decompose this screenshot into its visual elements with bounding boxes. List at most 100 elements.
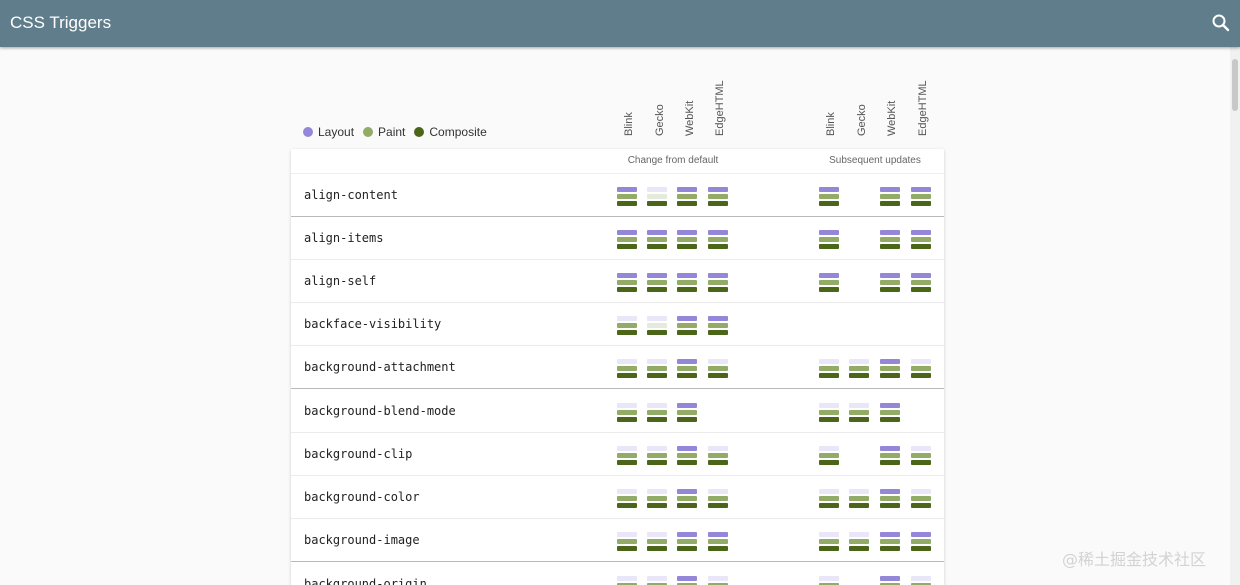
paint-bar <box>849 410 869 415</box>
trigger-indicator-webkit <box>880 446 900 466</box>
paint-bar <box>617 539 637 544</box>
trigger-indicator-blink <box>819 403 839 423</box>
paint-bar <box>849 539 869 544</box>
trigger-indicator-edgehtml <box>911 187 931 207</box>
trigger-indicator-webkit <box>677 576 697 585</box>
table-row[interactable]: align-self <box>291 260 944 303</box>
composite-bar <box>911 460 931 465</box>
legend: Layout Paint Composite <box>303 124 496 140</box>
table-row[interactable]: align-items <box>291 217 944 260</box>
table-row[interactable]: background-clip <box>291 433 944 476</box>
layout-bar <box>911 273 931 278</box>
paint-bar <box>617 583 637 585</box>
paint-bar <box>647 366 667 371</box>
table-row[interactable]: background-attachment <box>291 346 944 389</box>
trigger-indicator-blink <box>617 532 637 552</box>
trigger-indicator-blink <box>819 576 839 585</box>
paint-bar <box>677 496 697 501</box>
trigger-indicator-edgehtml <box>708 187 728 207</box>
property-name: align-items <box>304 231 384 245</box>
layout-bar <box>708 489 728 494</box>
layout-bar <box>880 576 900 581</box>
browser-label-text: EdgeHTML <box>917 80 929 136</box>
trigger-indicator-blink <box>819 359 839 379</box>
composite-bar <box>708 287 728 292</box>
paint-bar <box>880 237 900 242</box>
layout-bar <box>677 403 697 408</box>
layout-bar <box>819 359 839 364</box>
layout-bar <box>880 230 900 235</box>
trigger-indicator-blink <box>819 273 839 293</box>
composite-bar <box>677 201 697 206</box>
browser-label-text: Gecko <box>856 104 868 136</box>
paint-bar <box>617 453 637 458</box>
trigger-indicator-edgehtml <box>708 576 728 585</box>
layout-bar <box>617 187 637 192</box>
trigger-indicator-gecko <box>647 316 667 336</box>
table-row[interactable]: backface-visibility <box>291 303 944 346</box>
composite-bar <box>880 503 900 508</box>
paint-bar <box>617 496 637 501</box>
layout-bar <box>708 273 728 278</box>
trigger-indicator-edgehtml <box>911 273 931 293</box>
trigger-indicator-blink <box>819 532 839 552</box>
table-row[interactable]: background-blend-mode <box>291 390 944 433</box>
trigger-indicator-gecko <box>849 403 869 423</box>
search-button[interactable] <box>1209 11 1233 35</box>
layout-bar <box>849 489 869 494</box>
trigger-indicator-edgehtml <box>708 489 728 509</box>
trigger-indicator-webkit <box>880 489 900 509</box>
composite-bar <box>708 546 728 551</box>
composite-bar <box>880 373 900 378</box>
trigger-indicator-gecko <box>647 187 667 207</box>
paint-bar <box>677 323 697 328</box>
composite-bar <box>647 503 667 508</box>
paint-bar <box>677 453 697 458</box>
composite-bar <box>647 460 667 465</box>
layout-bar <box>911 187 931 192</box>
paint-bar <box>647 496 667 501</box>
paint-bar <box>617 410 637 415</box>
paint-bar <box>819 583 839 585</box>
table-row[interactable]: background-image <box>291 519 944 562</box>
legend-label-paint: Paint <box>378 125 406 139</box>
composite-bar <box>647 244 667 249</box>
legend-item-paint: Paint <box>363 125 405 139</box>
paint-bar <box>647 323 667 328</box>
layout-bar <box>677 359 697 364</box>
layout-bar <box>911 532 931 537</box>
trigger-indicator-webkit <box>677 403 697 423</box>
paint-bar <box>880 194 900 199</box>
composite-bar <box>708 460 728 465</box>
composite-bar <box>819 287 839 292</box>
trigger-indicator-webkit <box>677 273 697 293</box>
composite-bar <box>617 287 637 292</box>
paint-bar <box>819 410 839 415</box>
scrollbar-thumb[interactable] <box>1232 59 1238 111</box>
table-row[interactable]: background-color <box>291 476 944 519</box>
paint-bar <box>880 366 900 371</box>
layout-bar <box>880 273 900 278</box>
paint-bar <box>677 280 697 285</box>
browser-label-text: Gecko <box>654 104 666 136</box>
layout-bar <box>911 446 931 451</box>
page-scrollbar[interactable] <box>1230 47 1240 585</box>
paint-bar <box>880 539 900 544</box>
composite-bar <box>617 244 637 249</box>
layout-bar <box>617 403 637 408</box>
table-row[interactable]: align-content <box>291 174 944 217</box>
trigger-indicator-edgehtml <box>708 359 728 379</box>
paint-bar <box>849 366 869 371</box>
trigger-indicator-edgehtml <box>708 230 728 250</box>
layout-bar <box>911 359 931 364</box>
property-name: background-origin <box>304 577 427 585</box>
trigger-indicator-blink <box>617 316 637 336</box>
trigger-indicator-gecko <box>849 532 869 552</box>
paint-bar <box>708 194 728 199</box>
layout-bar <box>708 187 728 192</box>
paint-bar <box>849 496 869 501</box>
paint-bar <box>677 237 697 242</box>
composite-bar <box>677 244 697 249</box>
paint-bar <box>647 583 667 585</box>
table-row[interactable]: background-origin <box>291 563 944 585</box>
